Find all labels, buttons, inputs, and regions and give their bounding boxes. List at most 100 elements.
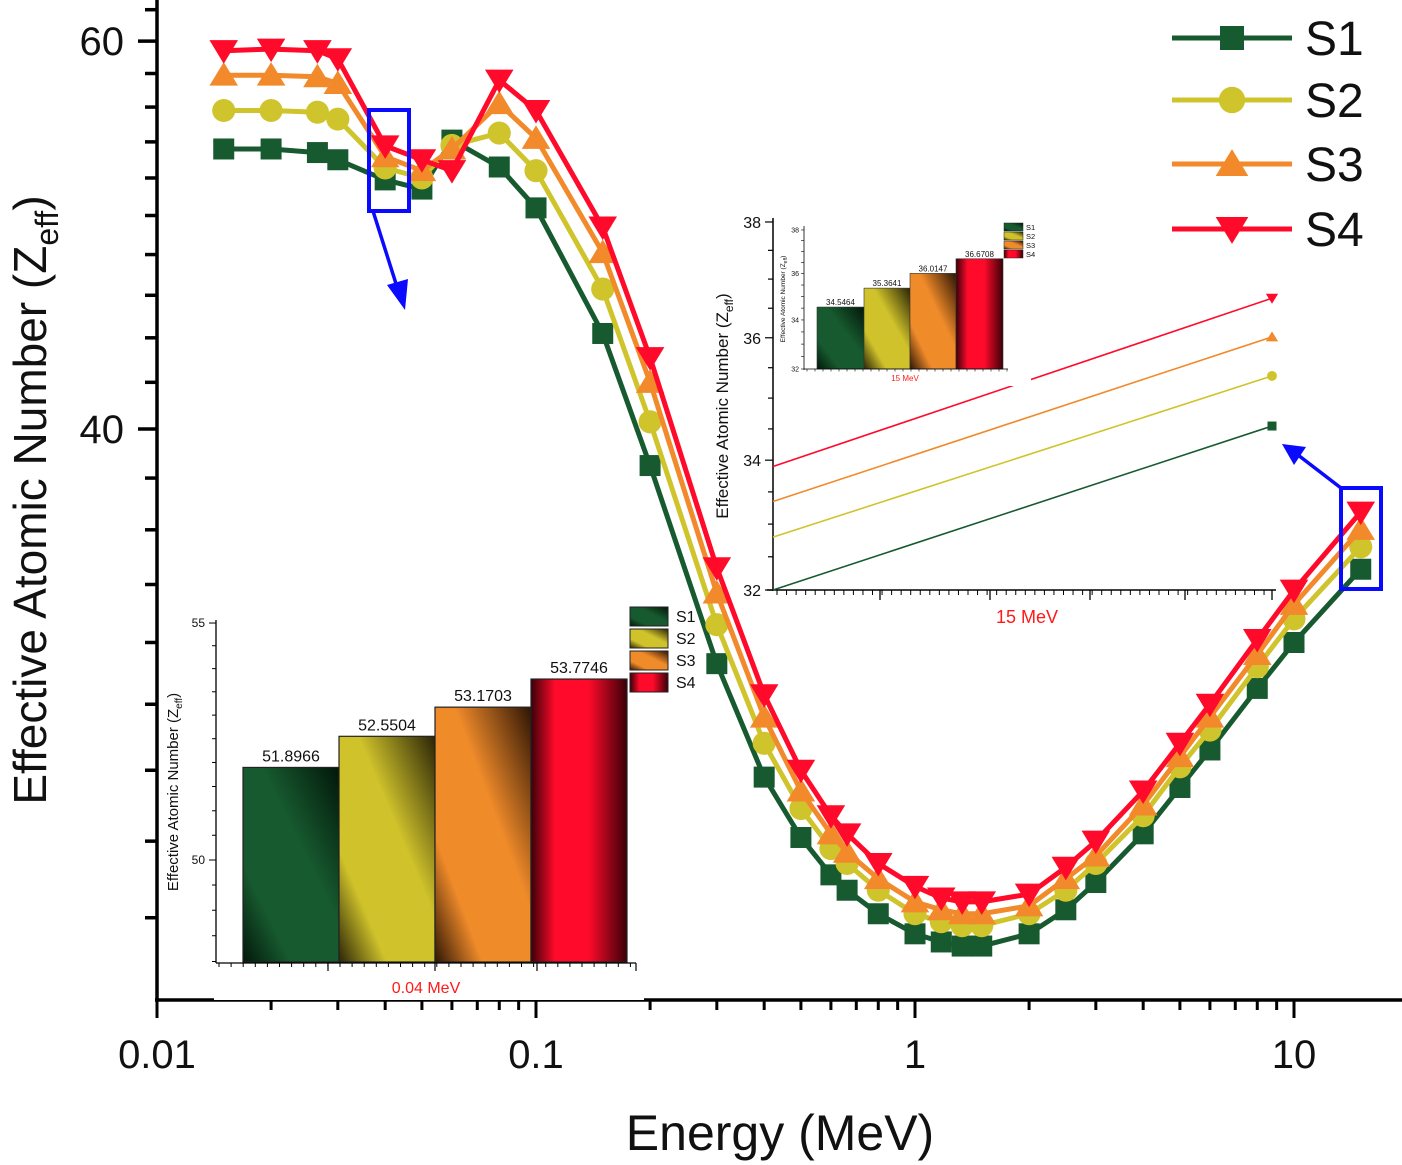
data-point-s4 bbox=[863, 852, 893, 877]
legend-label: S4 bbox=[1305, 204, 1364, 257]
data-point-s3 bbox=[323, 70, 353, 94]
data-point-s4 bbox=[1195, 693, 1225, 718]
data-point-s2 bbox=[212, 98, 236, 123]
legend-label: S4 bbox=[676, 675, 696, 692]
data-point-s4 bbox=[967, 891, 997, 915]
inset-bar-chart-15mev: 34.5464 35.3641 36.0147 36.6708 32 34 36 38 S1S2… bbox=[776, 218, 1035, 386]
data-point-s3 bbox=[1242, 641, 1272, 666]
data-point-s1 bbox=[1085, 872, 1107, 894]
inset-line-s3 bbox=[772, 336, 1273, 503]
data-point-s1 bbox=[904, 923, 926, 945]
legend-label: S2 bbox=[1305, 75, 1364, 128]
bar-value-label: 53.1703 bbox=[454, 688, 512, 705]
bar-s3 bbox=[909, 273, 957, 370]
bar-value-label: 53.7746 bbox=[550, 660, 608, 677]
arrow-0.04mev bbox=[371, 210, 400, 291]
arrow-15mev bbox=[1296, 453, 1343, 490]
x-tick-label: 1 bbox=[904, 1033, 926, 1077]
data-point-s4 bbox=[1346, 501, 1376, 526]
inset-line-chart-15mev: 32 34 36 38 bbox=[743, 215, 1279, 600]
data-point-s3 bbox=[256, 62, 286, 86]
bar-value-label: 34.5464 bbox=[826, 298, 855, 307]
legend-label: S1 bbox=[1026, 223, 1035, 232]
bar-value-label: 51.8966 bbox=[262, 748, 320, 765]
x-tick-label: 0.1 bbox=[508, 1033, 564, 1077]
data-point-s4 bbox=[702, 557, 732, 581]
series-s4 bbox=[209, 38, 1376, 915]
bar-value-label: 36.0147 bbox=[919, 264, 948, 273]
data-point-s4 bbox=[303, 40, 332, 64]
bar-s4 bbox=[955, 258, 1004, 370]
data-point-s1 bbox=[488, 156, 510, 178]
inset-line-y-tick-label: 36 bbox=[743, 331, 761, 348]
data-point-s4 bbox=[521, 100, 551, 124]
inset-bar2-y-tick-label: 32 bbox=[791, 367, 799, 374]
data-point-s1 bbox=[1169, 776, 1191, 798]
inset-line-point-s1 bbox=[1267, 421, 1277, 431]
data-point-s3 bbox=[484, 90, 514, 115]
y-tick-label: 40 bbox=[80, 408, 125, 452]
data-point-s4 bbox=[1051, 856, 1081, 881]
data-point-s2 bbox=[638, 410, 662, 434]
data-point-s2 bbox=[705, 613, 729, 637]
data-point-s3 bbox=[303, 63, 332, 88]
data-point-s4 bbox=[926, 887, 956, 912]
data-point-s1 bbox=[260, 138, 282, 160]
bar-value-label: 35.3641 bbox=[873, 279, 902, 288]
data-point-s4 bbox=[900, 875, 930, 900]
data-point-s1 bbox=[820, 864, 842, 886]
data-point-s3 bbox=[521, 125, 551, 149]
data-point-s4 bbox=[1165, 732, 1195, 757]
data-point-s4 bbox=[370, 135, 400, 159]
data-point-s1 bbox=[1246, 677, 1268, 699]
data-point-s1 bbox=[951, 935, 973, 957]
data-point-s4 bbox=[635, 347, 665, 371]
legend-swatch-s4 bbox=[1003, 249, 1024, 259]
data-point-s1 bbox=[1055, 899, 1077, 921]
bar-s2 bbox=[338, 735, 436, 963]
data-point-s2 bbox=[1349, 535, 1373, 559]
arrow-head-0.04mev bbox=[387, 279, 408, 310]
y-tick-label: 60 bbox=[80, 20, 125, 64]
data-point-s1 bbox=[639, 455, 661, 477]
legend-marker bbox=[1215, 217, 1249, 244]
data-point-s4 bbox=[1242, 629, 1272, 653]
data-point-s2 bbox=[591, 277, 615, 301]
legend-item-s2: S2 bbox=[1172, 75, 1364, 128]
bar-s2 bbox=[863, 287, 911, 370]
legend-swatch-s3 bbox=[1003, 240, 1024, 250]
bar-value-label: 36.6708 bbox=[965, 250, 994, 259]
inset-line-point-s2 bbox=[1267, 370, 1277, 381]
data-point-s1 bbox=[930, 931, 952, 953]
data-point-s3 bbox=[209, 62, 239, 86]
data-point-s2 bbox=[326, 107, 350, 131]
data-point-s4 bbox=[407, 149, 437, 173]
legend-item-s1: S1 bbox=[1172, 13, 1364, 66]
inset-line-y-tick-label: 34 bbox=[743, 453, 761, 470]
bar-s1 bbox=[816, 306, 865, 370]
data-point-s1 bbox=[306, 142, 328, 164]
legend-label: S1 bbox=[1305, 13, 1364, 66]
legend-label: S3 bbox=[1305, 139, 1364, 192]
legend-swatch-s2 bbox=[1003, 231, 1024, 241]
inset-line-y-label: Effective Atomic Number (Zeff) bbox=[713, 293, 736, 518]
inset-bar2-y-tick-label: 36 bbox=[791, 271, 799, 278]
highlight-box-15mev bbox=[1339, 486, 1383, 591]
legend-label: S3 bbox=[1026, 241, 1035, 250]
legend-item-s4: S4 bbox=[1172, 204, 1364, 257]
data-point-s1 bbox=[867, 903, 889, 925]
data-point-s3 bbox=[1346, 516, 1376, 540]
legend-marker bbox=[1218, 86, 1246, 114]
data-point-s1 bbox=[753, 766, 775, 788]
data-point-s1 bbox=[706, 653, 728, 675]
inset-line-s1 bbox=[772, 425, 1273, 591]
data-point-s1 bbox=[1132, 823, 1154, 845]
x-axis-title: Energy (MeV) bbox=[626, 1105, 934, 1161]
arrow-head-15mev bbox=[1282, 444, 1306, 465]
inset-bar2-y-label: Effective Atomic Number (Zeff) bbox=[780, 256, 789, 343]
data-point-s4 bbox=[1128, 780, 1158, 804]
inset-line-point-s4 bbox=[1265, 293, 1279, 304]
data-point-s2 bbox=[752, 731, 776, 755]
data-point-s1 bbox=[1199, 739, 1221, 761]
data-point-s2 bbox=[524, 159, 548, 183]
